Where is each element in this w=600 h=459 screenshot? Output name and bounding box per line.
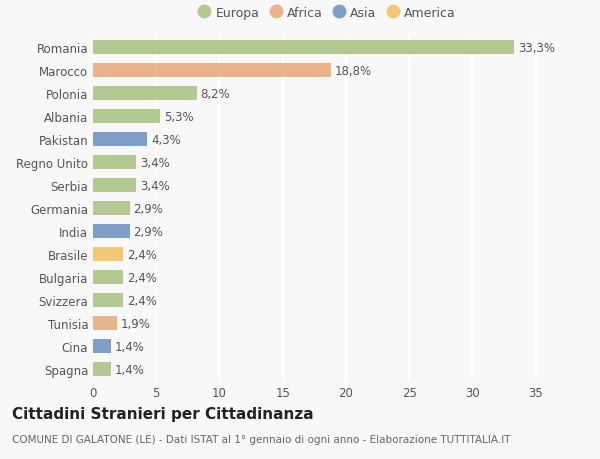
Bar [93, 224, 130, 239]
Text: 3,4%: 3,4% [140, 157, 170, 169]
Bar [93, 202, 130, 216]
Text: 33,3%: 33,3% [518, 42, 555, 55]
Text: 3,4%: 3,4% [140, 179, 170, 192]
Text: 2,4%: 2,4% [127, 294, 157, 307]
Bar [93, 156, 136, 170]
Text: 1,9%: 1,9% [121, 317, 151, 330]
Text: 2,4%: 2,4% [127, 248, 157, 261]
Bar [93, 339, 111, 353]
Text: 2,9%: 2,9% [133, 225, 163, 238]
Text: 5,3%: 5,3% [164, 111, 193, 123]
Bar [93, 294, 124, 308]
Bar [93, 270, 124, 285]
Legend: Europa, Africa, Asia, America: Europa, Africa, Asia, America [193, 2, 461, 25]
Bar [93, 362, 111, 376]
Bar [93, 133, 148, 147]
Text: 1,4%: 1,4% [115, 340, 145, 353]
Text: 18,8%: 18,8% [335, 65, 372, 78]
Bar [93, 41, 514, 55]
Text: 1,4%: 1,4% [115, 363, 145, 376]
Text: 2,9%: 2,9% [133, 202, 163, 215]
Text: 4,3%: 4,3% [151, 134, 181, 146]
Bar [93, 110, 160, 124]
Text: 8,2%: 8,2% [200, 88, 230, 101]
Text: COMUNE DI GALATONE (LE) - Dati ISTAT al 1° gennaio di ogni anno - Elaborazione T: COMUNE DI GALATONE (LE) - Dati ISTAT al … [12, 434, 511, 444]
Bar [93, 247, 124, 262]
Bar [93, 64, 331, 78]
Bar [93, 87, 197, 101]
Bar [93, 179, 136, 193]
Text: Cittadini Stranieri per Cittadinanza: Cittadini Stranieri per Cittadinanza [12, 406, 314, 421]
Bar [93, 317, 117, 330]
Text: 2,4%: 2,4% [127, 271, 157, 284]
